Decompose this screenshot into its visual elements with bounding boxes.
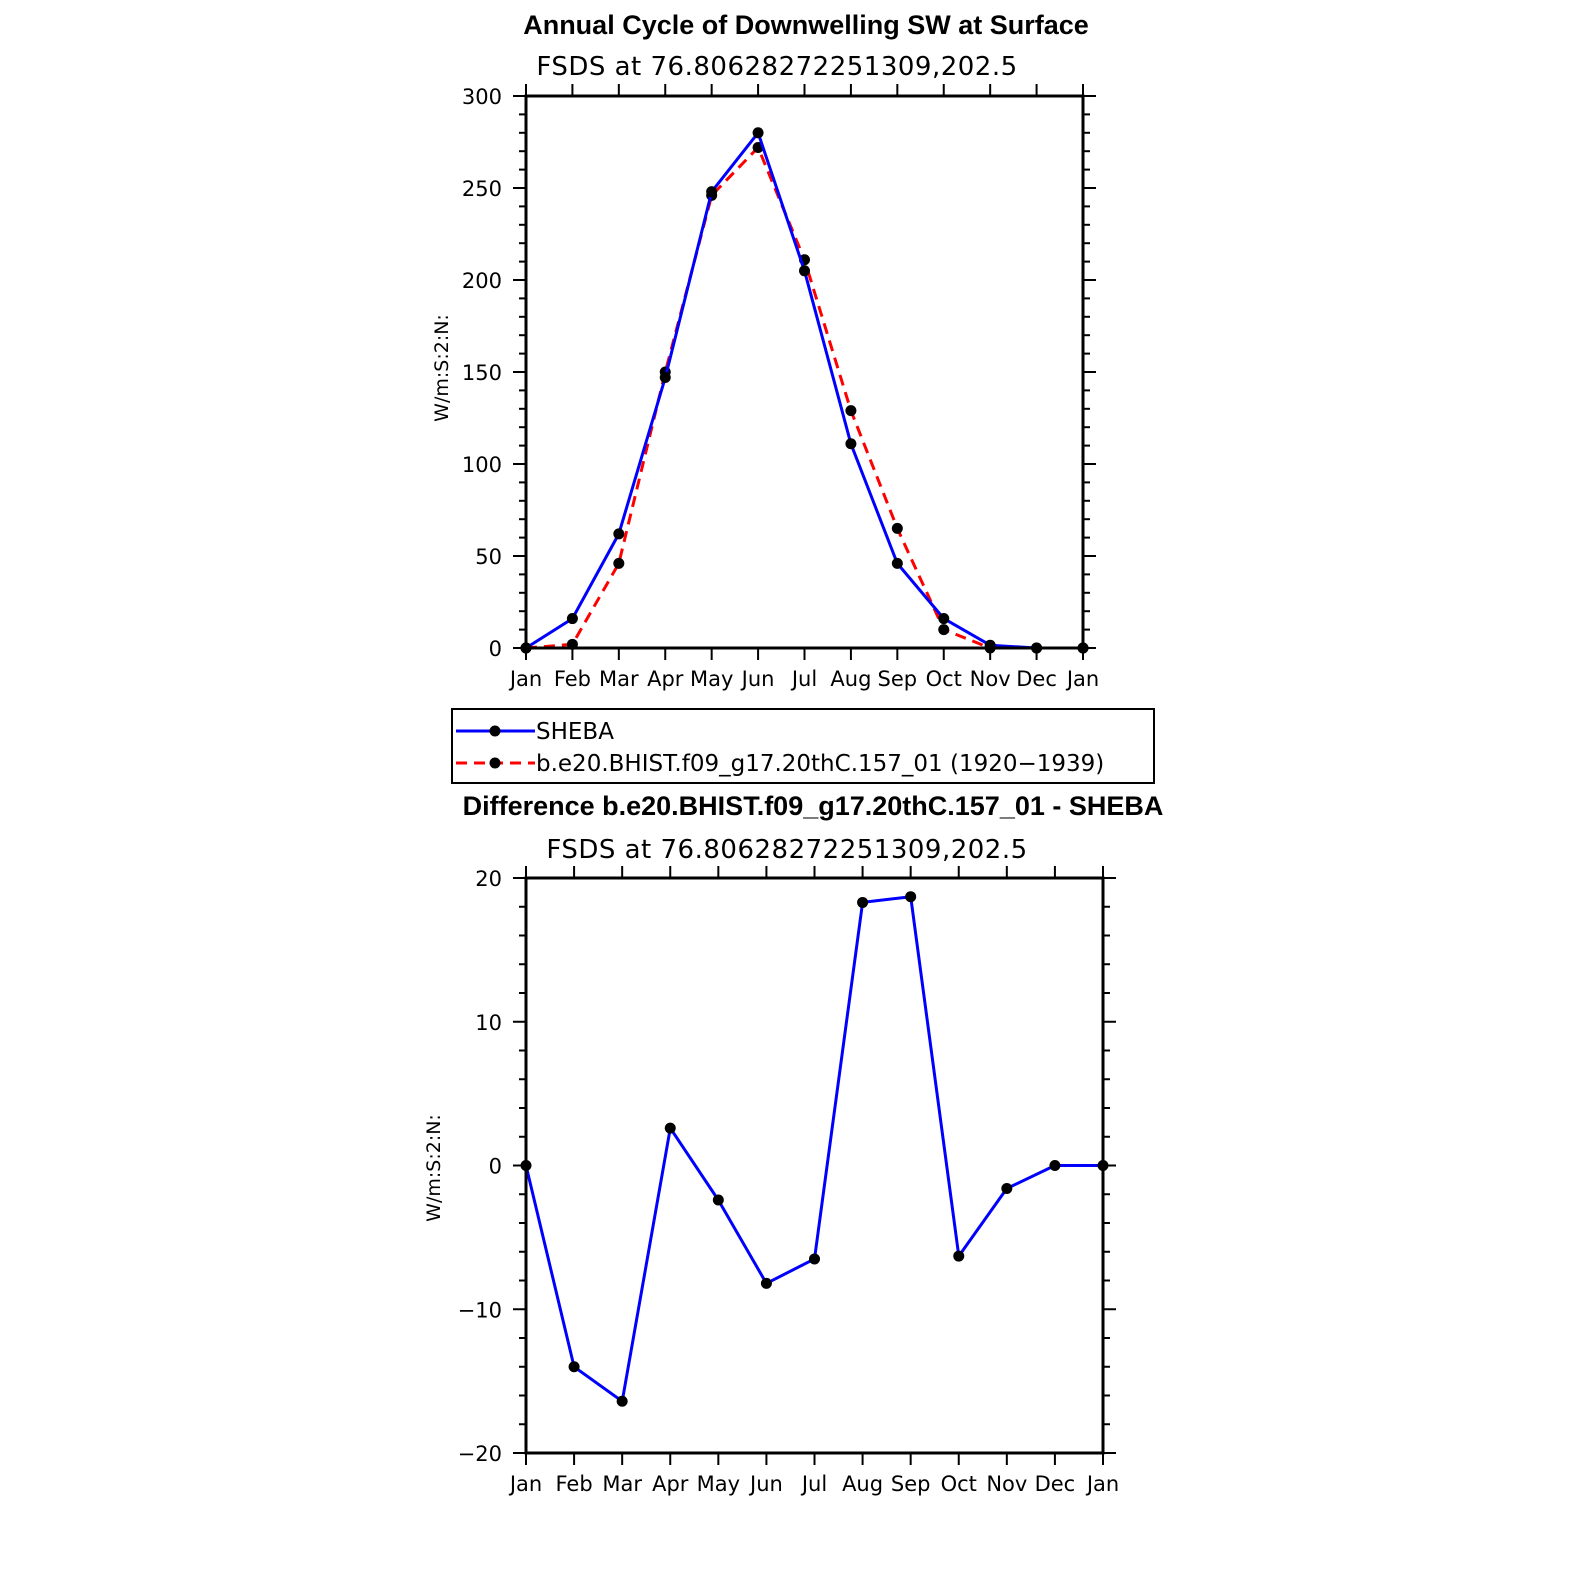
axis-ticks: [513, 84, 1096, 660]
legend-label-model: b.e20.BHIST.f09_g17.20thC.157_01 (1920−1…: [536, 751, 1104, 777]
x-tick-label: Jan: [508, 667, 542, 691]
data-point: [891, 522, 903, 534]
legend-marker-model: [489, 757, 501, 769]
data-point: [845, 438, 857, 450]
x-tick-label: Mar: [602, 1472, 642, 1496]
x-tick-label: Oct: [941, 1472, 977, 1496]
legend-box: [451, 708, 1155, 784]
x-tick-label: Nov: [970, 667, 1011, 691]
x-tick-label: Aug: [842, 1472, 883, 1496]
data-point: [613, 557, 625, 569]
y-tick-label: −20: [458, 1442, 502, 1466]
x-tick-label: Jul: [790, 667, 817, 691]
y-tick-label: 150: [462, 361, 502, 385]
legend-label-sheba: SHEBA: [536, 719, 614, 745]
y-tick-label: 0: [489, 637, 502, 661]
x-tick-label: Oct: [926, 667, 962, 691]
y-tick-label: 20: [475, 867, 502, 891]
plot-frame: [524, 876, 1105, 1455]
x-tick-label: Jun: [740, 667, 775, 691]
x-tick-label: Jun: [748, 1472, 783, 1496]
y-tick-label: 200: [462, 269, 502, 293]
data-point: [568, 1361, 580, 1373]
x-tick-label: Jul: [800, 1472, 827, 1496]
y-tick-label: 250: [462, 177, 502, 201]
data-point: [809, 1253, 820, 1265]
data-point: [953, 1250, 965, 1262]
x-tick-label: Dec: [1035, 1472, 1076, 1496]
x-tick-label: Feb: [555, 1472, 592, 1496]
data-point: [845, 405, 857, 417]
difference-chart: Difference b.e20.BHIST.f09_g17.20thC.157…: [423, 791, 1163, 1496]
series-line-0: [524, 895, 1103, 1403]
data-point: [752, 127, 764, 139]
x-tick-label: Sep: [891, 1472, 931, 1496]
y-tick-label: −10: [458, 1298, 502, 1322]
x-tick-label: Jan: [1085, 1472, 1119, 1496]
chart-title: Difference b.e20.BHIST.f09_g17.20thC.157…: [463, 791, 1164, 821]
x-tick-label: Apr: [647, 667, 684, 691]
axis-ticks: [513, 866, 1116, 1465]
y-tick-label: 300: [462, 85, 502, 109]
data-point: [1001, 1183, 1013, 1194]
chart-subtitle: FSDS at 76.80628272251309,202.5: [536, 52, 1017, 82]
legend-marker-sheba: [489, 725, 501, 737]
plot-frame: [524, 94, 1085, 650]
annual-cycle-chart: Annual Cycle of Downwelling SW at Surfac…: [431, 10, 1099, 691]
y-tick-labels: −20 −10 0 10 20: [458, 867, 502, 1466]
y-axis-label: W/m:S:2:N:: [431, 314, 453, 422]
x-tick-label: Apr: [652, 1472, 689, 1496]
data-point: [760, 1277, 772, 1289]
data-point: [616, 1395, 628, 1407]
y-tick-labels: 0 50 100 150 200 250 300: [462, 85, 502, 661]
y-tick-label: 100: [462, 453, 502, 477]
series-line-0: [525, 131, 1083, 650]
x-tick-label: May: [697, 1472, 740, 1496]
data-point: [613, 528, 625, 540]
y-tick-label: 50: [475, 545, 502, 569]
x-tick-label: Sep: [878, 667, 918, 691]
legend-entry-model: b.e20.BHIST.f09_g17.20thC.157_01 (1920−1…: [456, 751, 1104, 777]
x-tick-label: Feb: [554, 667, 591, 691]
x-tick-label: Jan: [1065, 667, 1099, 691]
x-tick-label: Nov: [986, 1472, 1027, 1496]
y-tick-label: 10: [475, 1011, 502, 1035]
data-point: [706, 186, 718, 198]
data-point: [891, 557, 903, 569]
x-tick-labels: Jan Feb Mar Apr May Jun Jul Aug Sep Oct Nov Dec Jan: [508, 667, 1099, 691]
data-point: [905, 891, 917, 903]
x-tick-label: Dec: [1016, 667, 1057, 691]
data-point: [712, 1194, 724, 1206]
data-point: [566, 613, 578, 625]
data-point: [938, 624, 950, 636]
data-point: [664, 1122, 676, 1134]
series-line-1: [525, 146, 1083, 650]
data-point: [799, 265, 810, 277]
data-point: [938, 613, 950, 625]
y-tick-label: 0: [489, 1155, 502, 1179]
plot-series: [520, 891, 1109, 1407]
data-point: [857, 896, 869, 908]
x-tick-label: Aug: [830, 667, 871, 691]
y-axis-label: W/m:S:2:N:: [423, 1114, 445, 1222]
data-point: [659, 372, 671, 384]
legend-entry-sheba: SHEBA: [456, 719, 614, 745]
plot-series: [520, 127, 1089, 654]
x-tick-label: Jan: [508, 1472, 542, 1496]
chart-subtitle: FSDS at 76.80628272251309,202.5: [546, 835, 1027, 865]
chart-title: Annual Cycle of Downwelling SW at Surfac…: [523, 10, 1089, 40]
data-point: [1049, 1160, 1061, 1171]
legend: SHEBA b.e20.BHIST.f09_g17.20thC.157_01 (…: [451, 708, 1155, 784]
x-tick-labels: Jan Feb Mar Apr May Jun Jul Aug Sep Oct Nov Dec Jan: [508, 1472, 1119, 1496]
x-tick-label: May: [690, 667, 733, 691]
x-tick-label: Mar: [599, 667, 639, 691]
